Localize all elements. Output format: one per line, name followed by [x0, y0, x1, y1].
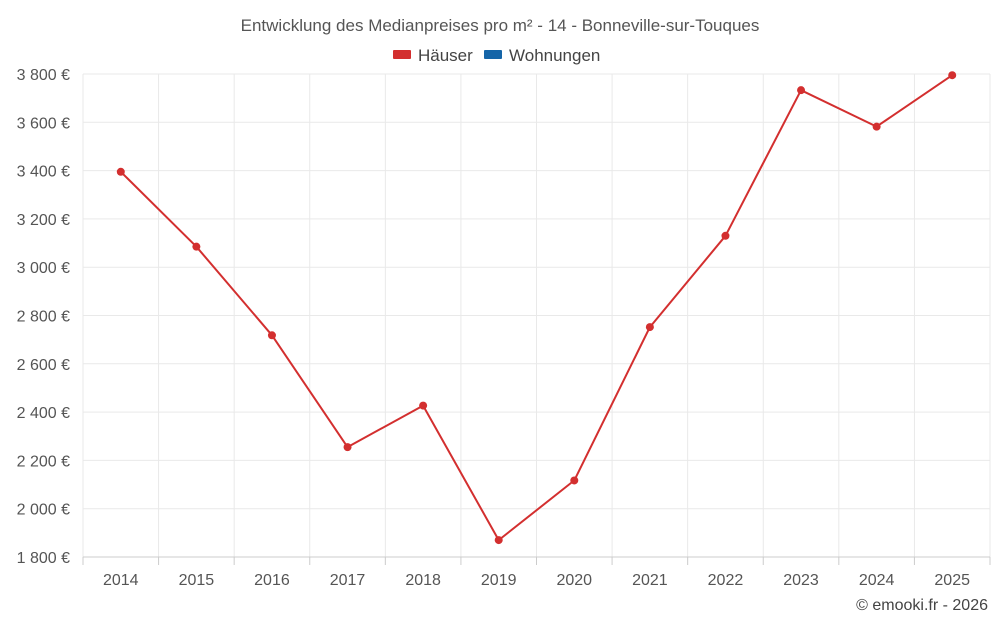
y-tick-label: 2 200 € [17, 453, 70, 470]
y-tick-label: 2 600 € [17, 357, 70, 374]
x-axis-ticks: 2014 2015 2016 2017 2018 2019 2020 2021 2022 2023… [82, 557, 991, 589]
y-tick-label: 3 800 € [17, 67, 70, 84]
data-point-haeuser-2018[interactable] [419, 401, 428, 410]
data-point-haeuser-2017[interactable] [343, 443, 352, 452]
data-point-haeuser-2016[interactable] [267, 331, 276, 340]
series-line-haeuser [120, 74, 953, 542]
chart-title: Entwicklung des Medianpreises pro m² - 1… [241, 16, 760, 35]
data-point-haeuser-2022[interactable] [721, 231, 730, 240]
x-tick-label: 2017 [330, 572, 366, 589]
legend-swatch-wohnungen [484, 50, 502, 59]
credit-text: © emooki.fr - 2026 [856, 597, 988, 614]
x-tick-label: 2014 [103, 572, 139, 589]
data-point-haeuser-2019[interactable] [494, 536, 503, 545]
data-point-haeuser-2015[interactable] [192, 242, 201, 251]
y-tick-label: 1 800 € [17, 550, 70, 567]
y-tick-label: 2 000 € [17, 502, 70, 519]
x-tick-label: 2020 [556, 572, 592, 589]
legend: Häuser Wohnungen [393, 46, 600, 65]
x-tick-label: 2022 [708, 572, 744, 589]
y-tick-label: 2 800 € [17, 309, 70, 326]
x-tick-label: 2025 [934, 572, 970, 589]
x-tick-label: 2015 [179, 572, 215, 589]
data-point-haeuser-2021[interactable] [645, 323, 654, 332]
data-point-haeuser-2025[interactable] [948, 71, 957, 80]
x-tick-label: 2016 [254, 572, 290, 589]
x-tick-label: 2018 [405, 572, 441, 589]
x-tick-label: 2024 [859, 572, 895, 589]
x-tick-label: 2021 [632, 572, 668, 589]
y-tick-label: 2 400 € [17, 405, 70, 422]
data-point-haeuser-2014[interactable] [116, 167, 125, 176]
x-gridlines [82, 74, 991, 557]
legend-label-haeuser[interactable]: Häuser [418, 46, 473, 65]
data-point-haeuser-2024[interactable] [872, 122, 881, 131]
legend-swatch-haeuser [393, 50, 411, 59]
y-tick-label: 3 000 € [17, 260, 70, 277]
legend-label-wohnungen[interactable]: Wohnungen [509, 46, 600, 65]
x-tick-label: 2023 [783, 572, 819, 589]
y-axis-ticks: 1 800 € 2 000 € 2 200 € 2 400 € 2 600 € 2 800… [17, 67, 70, 567]
data-point-haeuser-2023[interactable] [797, 86, 806, 95]
y-tick-label: 3 400 € [17, 164, 70, 181]
x-tick-label: 2019 [481, 572, 517, 589]
series-haeuser [116, 71, 957, 545]
data-point-haeuser-2020[interactable] [570, 476, 579, 485]
y-tick-label: 3 200 € [17, 212, 70, 229]
y-tick-label: 3 600 € [17, 115, 70, 132]
